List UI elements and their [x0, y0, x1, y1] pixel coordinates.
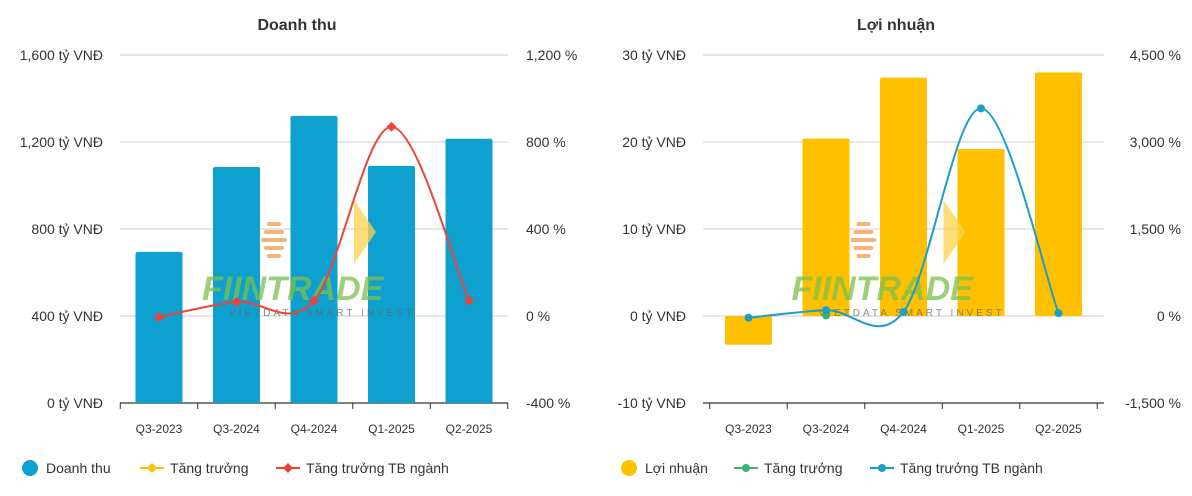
bar: [725, 316, 772, 345]
y-tick-label: 30 tỷ VNĐ: [622, 47, 686, 63]
watermark-brand: FIINTRADE: [792, 270, 975, 308]
series-point: [977, 104, 985, 113]
watermark-arrow-shape: [943, 200, 966, 264]
watermark-arrow-shape: [354, 200, 376, 264]
y-tick-label: 1,200 tỷ VNĐ: [20, 134, 103, 150]
watermark-stripe: [856, 254, 871, 258]
chart-title: Lợi nhuận: [857, 17, 935, 34]
y-tick-label: 400 tỷ VNĐ: [31, 308, 103, 324]
y2-tick-label: 4,500 %: [1130, 47, 1181, 63]
x-tick-label: Q2-2025: [1035, 422, 1082, 436]
y2-tick-label: 0 %: [1157, 308, 1181, 324]
y2-tick-label: -1,500 %: [1125, 395, 1181, 411]
series-point: [1054, 309, 1063, 318]
watermark-stripe: [850, 238, 877, 242]
y-tick-label: -10 tỷ VNĐ: [618, 395, 686, 411]
series-point: [744, 313, 753, 322]
legend-label: Tăng trưởng TB ngành: [306, 460, 449, 476]
legend-marker: [621, 460, 637, 476]
watermark-stripe: [856, 222, 871, 226]
bar: [290, 115, 338, 404]
x-tick-label: Q3-2024: [803, 422, 850, 436]
series-point: [899, 307, 908, 316]
bar: [880, 77, 927, 317]
legend-label: Lợi nhuận: [645, 460, 708, 476]
y-tick-label: 0 tỷ VNĐ: [47, 395, 103, 411]
x-tick-label: Q3-2024: [213, 422, 260, 436]
x-tick-label: Q3-2023: [725, 422, 772, 436]
watermark-stripe: [853, 230, 874, 234]
y2-tick-label: 400 %: [526, 221, 566, 237]
bar: [802, 138, 850, 316]
y2-tick-label: 1,200 %: [526, 47, 577, 63]
watermark-stripe: [261, 238, 287, 242]
watermark-sub: VIETDATA SMART INVEST: [229, 308, 415, 319]
bar: [957, 148, 1005, 316]
y2-tick-label: 1,500 %: [1130, 221, 1181, 237]
legend-marker-point: [878, 464, 886, 472]
series-point: [464, 295, 474, 306]
x-tick-label: Q3-2023: [136, 422, 183, 436]
bar: [213, 167, 260, 403]
profit-chart: Lợi nhuận -10 tỷ VNĐ 0 tỷ VNĐ 10 tỷ VNĐ 20 t…: [618, 17, 1181, 476]
legend-label: Tăng trưởng: [764, 460, 842, 476]
revenue-chart: Doanh thu 0 tỷ VNĐ 400 tỷ VNĐ 800 tỷ VNĐ 1,2…: [20, 17, 577, 476]
series-point: [822, 306, 830, 315]
legend-marker-point: [742, 464, 750, 472]
x-tick-label: Q1-2025: [368, 422, 415, 436]
bar: [135, 251, 183, 403]
x-tick-label: Q4-2024: [291, 422, 338, 436]
x-tick-label: Q2-2025: [446, 422, 493, 436]
watermark-stripe: [267, 254, 281, 258]
legend-marker-point: [147, 463, 157, 473]
x-tick-label: Q4-2024: [880, 422, 927, 436]
y2-tick-label: 0 %: [526, 308, 550, 324]
y-tick-label: 10 tỷ VNĐ: [622, 221, 686, 237]
legend-marker-point: [283, 463, 293, 473]
y-tick-label: 20 tỷ VNĐ: [622, 134, 686, 150]
bar: [445, 138, 493, 404]
legend-marker: [22, 460, 38, 476]
watermark-stripe: [267, 222, 281, 226]
watermark-stripe: [853, 246, 874, 250]
bar: [368, 165, 415, 403]
x-tick-label: Q1-2025: [958, 422, 1005, 436]
series-point: [309, 295, 319, 306]
watermark-stripe: [264, 246, 284, 250]
bar: [1035, 72, 1082, 317]
legend-label: Tăng trưởng TB ngành: [900, 460, 1043, 476]
y2-tick-label: 800 %: [526, 134, 566, 150]
watermark-sub: VIETDATA SMART INVEST: [819, 308, 1005, 319]
y-tick-label: 0 tỷ VNĐ: [630, 308, 686, 324]
chart-title: Doanh thu: [257, 17, 336, 34]
series-point: [154, 312, 164, 323]
series-point: [386, 121, 397, 132]
y-tick-label: 800 tỷ VNĐ: [31, 221, 103, 237]
watermark-stripe: [264, 230, 284, 234]
legend-label: Doanh thu: [46, 460, 111, 476]
y2-tick-label: 3,000 %: [1130, 134, 1181, 150]
legend-label: Tăng trưởng: [170, 460, 248, 476]
y2-tick-label: -400 %: [526, 395, 570, 411]
series-point: [231, 296, 242, 307]
y-tick-label: 1,600 tỷ VNĐ: [20, 47, 103, 63]
